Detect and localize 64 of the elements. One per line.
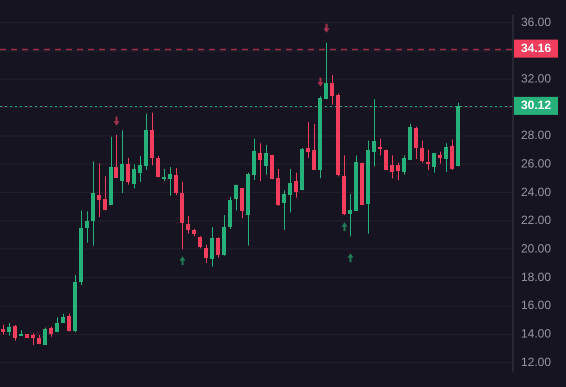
y-tick-label: 32.00 (521, 72, 552, 86)
candlestick (31, 332, 35, 346)
candlestick (61, 313, 65, 324)
candlestick (426, 149, 430, 171)
candlestick (55, 316, 59, 333)
candlestick (174, 168, 178, 196)
candlestick (324, 42, 328, 100)
candlestick (114, 134, 118, 179)
candlestick (438, 151, 442, 164)
candlestick (258, 142, 262, 182)
candlestick (186, 215, 190, 234)
candlestick (240, 188, 244, 219)
candlestick (49, 326, 53, 338)
y-tick-label: 16.00 (521, 298, 552, 312)
candlestick (234, 184, 238, 211)
candlestick (282, 190, 286, 230)
candlestick (312, 123, 316, 171)
y-tick-label: 26.00 (521, 156, 552, 171)
candlestick (138, 156, 142, 182)
candlestick (252, 138, 256, 181)
y-tick-label: 22.00 (521, 213, 552, 228)
candlestick (288, 168, 292, 213)
candlestick (378, 138, 382, 156)
candlestick (306, 122, 310, 159)
candlestick (162, 168, 166, 182)
candlestick (43, 327, 47, 346)
y-tick-label: 24.00 (521, 184, 552, 199)
ref-line-label: 34.16 (520, 40, 552, 55)
candlestick (210, 226, 214, 268)
y-tick-label: 14.00 (521, 326, 552, 341)
candlestick (444, 142, 448, 172)
y-tick-label: 20.00 (521, 242, 552, 256)
candlestick (264, 144, 268, 176)
candlestick (420, 140, 424, 164)
candlestick (204, 244, 208, 264)
candlestick (67, 313, 71, 332)
y-tick-label: 36.00 (521, 14, 552, 29)
candlestick (126, 157, 130, 186)
candlestick (450, 139, 454, 171)
candlestick (414, 126, 418, 160)
candlestick (1, 324, 5, 336)
candlestick (330, 74, 334, 106)
y-tick-label: 12.00 (521, 354, 552, 369)
candlestick (168, 166, 172, 196)
candlestick (103, 176, 107, 211)
candlestick (402, 154, 406, 176)
y-tick-label: 18.00 (521, 270, 552, 284)
candlestick (13, 324, 17, 342)
candlestick (156, 156, 160, 178)
candlestick (7, 322, 11, 336)
candlestick (85, 210, 89, 244)
candlestick (97, 162, 101, 218)
candlestick (270, 154, 274, 180)
candlestick (132, 164, 136, 189)
candlestick (396, 162, 400, 181)
candlestick (390, 154, 394, 179)
y-tick-label: 28.00 (521, 128, 552, 142)
candlestick (198, 236, 202, 249)
candlestick (432, 152, 436, 174)
candlestick (294, 172, 298, 198)
candlestick (120, 130, 124, 194)
candlestick (348, 193, 352, 237)
candlestick (216, 236, 220, 258)
ref-line-label: 30.12 (520, 98, 552, 112)
